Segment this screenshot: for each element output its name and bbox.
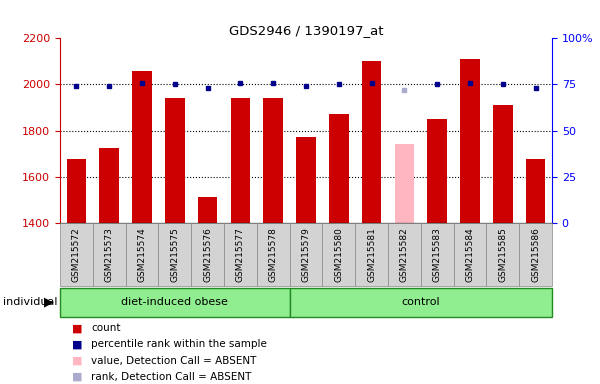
Bar	[224, 223, 257, 286]
Bar	[60, 223, 93, 286]
Text: GSM215573: GSM215573	[105, 227, 114, 282]
Text: ■: ■	[72, 372, 83, 382]
Text: ■: ■	[72, 323, 83, 333]
Text: GSM215578: GSM215578	[269, 227, 278, 282]
Text: rank, Detection Call = ABSENT: rank, Detection Call = ABSENT	[91, 372, 251, 382]
Text: GSM215582: GSM215582	[400, 227, 409, 282]
Text: GSM215577: GSM215577	[236, 227, 245, 282]
Text: GSM215579: GSM215579	[302, 227, 311, 282]
Bar	[427, 119, 447, 223]
Bar	[263, 98, 283, 223]
Text: ▶: ▶	[44, 296, 53, 309]
Bar	[526, 159, 545, 223]
Bar	[487, 223, 519, 286]
Text: GSM215586: GSM215586	[531, 227, 540, 282]
Bar	[395, 144, 414, 223]
Text: individual: individual	[3, 297, 58, 308]
Text: control: control	[401, 297, 440, 308]
Bar	[100, 148, 119, 223]
Bar	[191, 223, 224, 286]
Text: ■: ■	[72, 339, 83, 349]
Bar	[132, 71, 152, 223]
Text: value, Detection Call = ABSENT: value, Detection Call = ABSENT	[91, 356, 257, 366]
Text: GSM215572: GSM215572	[72, 227, 81, 282]
Text: GSM215583: GSM215583	[433, 227, 442, 282]
Bar	[493, 105, 512, 223]
Bar	[290, 288, 552, 317]
Text: GSM215585: GSM215585	[498, 227, 508, 282]
Text: GSM215574: GSM215574	[137, 227, 146, 282]
Bar	[165, 98, 185, 223]
Bar	[388, 223, 421, 286]
Title: GDS2946 / 1390197_at: GDS2946 / 1390197_at	[229, 24, 383, 37]
Text: count: count	[91, 323, 121, 333]
Bar	[67, 159, 86, 223]
Bar	[460, 59, 480, 223]
Bar	[329, 114, 349, 223]
Text: GSM215580: GSM215580	[334, 227, 343, 282]
Bar	[322, 223, 355, 286]
Bar	[355, 223, 388, 286]
Text: percentile rank within the sample: percentile rank within the sample	[91, 339, 267, 349]
Bar	[230, 98, 250, 223]
Text: ■: ■	[72, 356, 83, 366]
Bar	[454, 223, 487, 286]
Text: GSM215575: GSM215575	[170, 227, 179, 282]
Bar	[60, 288, 290, 317]
Text: GSM215584: GSM215584	[466, 227, 475, 282]
Text: diet-induced obese: diet-induced obese	[121, 297, 228, 308]
Bar	[290, 223, 322, 286]
Bar	[198, 197, 217, 223]
Bar	[93, 223, 125, 286]
Bar	[257, 223, 290, 286]
Text: GSM215581: GSM215581	[367, 227, 376, 282]
Text: GSM215576: GSM215576	[203, 227, 212, 282]
Bar	[158, 223, 191, 286]
Bar	[362, 61, 382, 223]
Bar	[421, 223, 454, 286]
Bar	[125, 223, 158, 286]
Bar	[296, 137, 316, 223]
Bar	[519, 223, 552, 286]
